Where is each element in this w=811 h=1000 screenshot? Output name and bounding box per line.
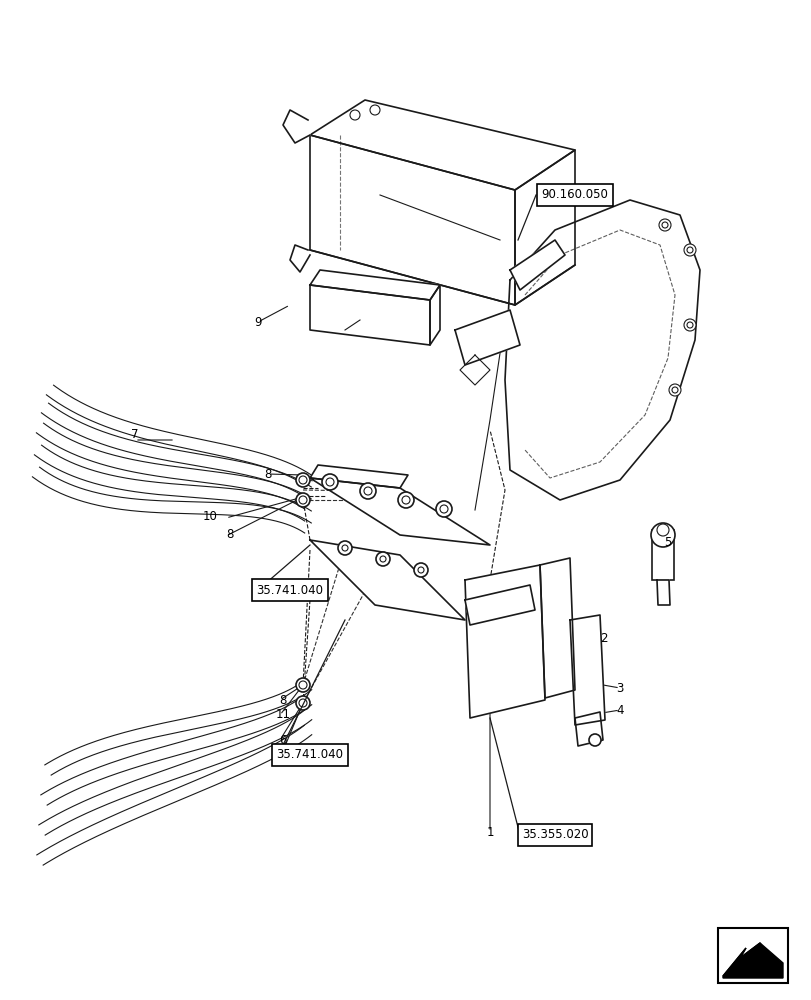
Circle shape [436,501,452,517]
Polygon shape [569,615,604,725]
Polygon shape [465,565,544,718]
Circle shape [401,496,410,504]
Bar [717,928,787,983]
Polygon shape [41,695,311,805]
Text: 11: 11 [275,708,290,722]
Circle shape [397,492,414,508]
Text: 35.355.020: 35.355.020 [521,828,588,842]
Circle shape [296,678,310,692]
Polygon shape [310,270,440,300]
Text: 90.160.050: 90.160.050 [541,188,607,202]
Polygon shape [310,285,430,345]
Polygon shape [36,725,311,865]
Polygon shape [310,135,514,305]
Polygon shape [504,200,699,500]
Polygon shape [465,585,534,625]
Text: 8: 8 [264,468,272,481]
Polygon shape [310,478,489,545]
Text: 6: 6 [279,734,286,746]
Text: 35.741.040: 35.741.040 [256,584,323,596]
Text: 8: 8 [279,694,286,706]
Circle shape [672,387,677,393]
Text: 4: 4 [616,704,623,716]
Text: 10: 10 [202,510,217,522]
Polygon shape [34,445,311,521]
Polygon shape [290,245,310,272]
Circle shape [350,110,359,120]
Polygon shape [310,465,407,488]
Circle shape [440,505,448,513]
Polygon shape [514,150,574,305]
Circle shape [325,478,333,486]
Circle shape [683,244,695,256]
Circle shape [418,567,423,573]
Circle shape [296,493,310,507]
Text: 9: 9 [254,316,261,328]
Text: 8: 8 [279,752,286,764]
Polygon shape [722,943,782,978]
Text: 5: 5 [663,536,671,550]
Polygon shape [574,712,603,746]
Text: 3: 3 [616,682,623,694]
Circle shape [296,696,310,710]
Circle shape [683,319,695,331]
Circle shape [375,552,389,566]
Text: 35.741.040: 35.741.040 [277,748,343,762]
Circle shape [298,496,307,504]
Circle shape [337,541,351,555]
Circle shape [659,219,670,231]
Polygon shape [39,710,311,835]
Polygon shape [283,110,310,143]
Circle shape [298,699,307,707]
Circle shape [661,222,667,228]
Circle shape [414,563,427,577]
Circle shape [341,545,348,551]
Circle shape [322,474,337,490]
Text: 2: 2 [599,632,607,645]
Text: 8: 8 [226,528,234,540]
Bar [651,530,673,580]
Polygon shape [509,240,564,290]
Polygon shape [454,310,519,365]
Polygon shape [45,680,311,775]
Circle shape [370,105,380,115]
Circle shape [656,524,668,536]
Circle shape [686,247,692,253]
Circle shape [363,487,371,495]
Polygon shape [539,558,574,698]
Circle shape [668,384,680,396]
Circle shape [686,322,692,328]
Polygon shape [656,580,669,605]
Circle shape [296,473,310,487]
Polygon shape [36,423,311,509]
Circle shape [359,483,375,499]
Text: 1: 1 [486,826,493,838]
Text: 7: 7 [131,428,139,442]
Polygon shape [430,285,440,345]
Circle shape [298,681,307,689]
Circle shape [588,734,600,746]
Polygon shape [41,403,311,497]
Polygon shape [46,385,311,485]
Polygon shape [310,540,465,620]
Circle shape [650,523,674,547]
Circle shape [380,556,385,562]
Polygon shape [32,467,311,533]
Polygon shape [722,943,772,976]
Circle shape [298,476,307,484]
Polygon shape [310,100,574,190]
